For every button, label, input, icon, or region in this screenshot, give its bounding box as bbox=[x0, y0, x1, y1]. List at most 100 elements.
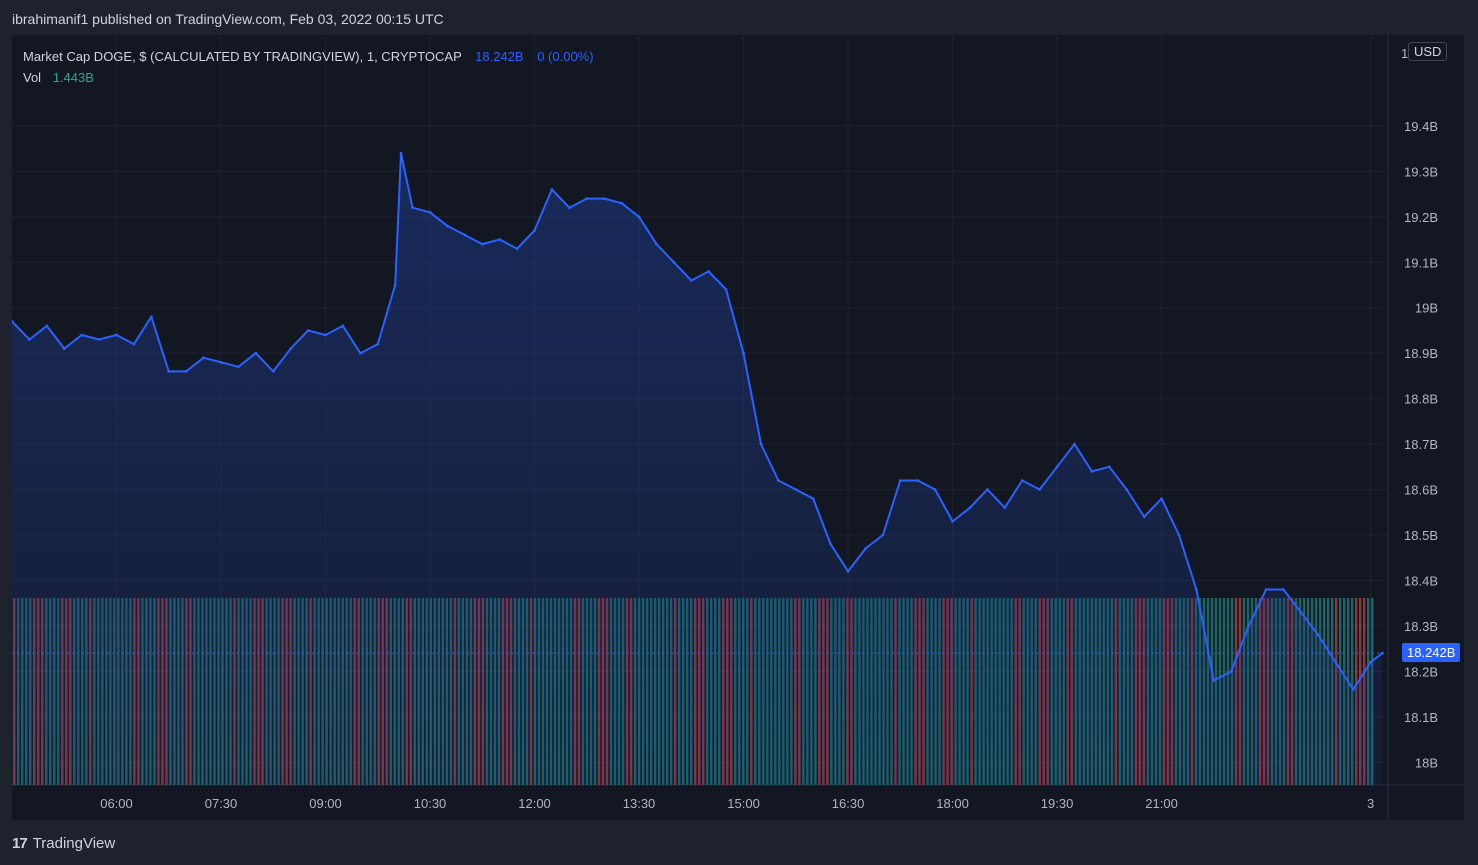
price-point bbox=[707, 270, 711, 273]
price-point bbox=[846, 570, 850, 573]
price-point bbox=[254, 351, 258, 355]
price-point bbox=[411, 206, 414, 210]
y-tick-label: 18.1B bbox=[1404, 710, 1438, 725]
price-point bbox=[115, 333, 118, 337]
price-point bbox=[620, 201, 623, 205]
price-point bbox=[986, 488, 989, 491]
y-tick-label: 19.4B bbox=[1404, 119, 1438, 134]
y-tick-label: 18.5B bbox=[1404, 528, 1438, 543]
price-area-fill bbox=[12, 153, 1383, 785]
price-point bbox=[463, 233, 467, 237]
price-point bbox=[1229, 670, 1233, 673]
price-point bbox=[271, 370, 275, 373]
price-point bbox=[376, 342, 380, 346]
price-point bbox=[933, 488, 937, 491]
price-point bbox=[602, 197, 606, 201]
price-point bbox=[97, 338, 101, 341]
y-tick-label: 18.8B bbox=[1404, 392, 1438, 407]
price-area bbox=[12, 151, 1388, 785]
x-tick-label: 3 bbox=[1367, 796, 1374, 811]
price-point bbox=[1090, 470, 1094, 473]
price-point bbox=[794, 488, 798, 491]
price-point bbox=[306, 329, 310, 332]
x-tick-label: 07:30 bbox=[205, 796, 238, 811]
price-point bbox=[1316, 633, 1320, 637]
price-point bbox=[1107, 465, 1111, 469]
price-point bbox=[45, 324, 49, 328]
price-point bbox=[1125, 488, 1129, 491]
price-point bbox=[829, 542, 832, 546]
publish-header: ibrahimanif1 published on TradingView.co… bbox=[12, 11, 444, 27]
volume-value: 1.443B bbox=[52, 70, 94, 85]
x-tick-label: 13:30 bbox=[623, 796, 656, 811]
x-tick-label: 16:30 bbox=[832, 796, 865, 811]
price-point bbox=[585, 197, 589, 201]
price-point bbox=[202, 356, 206, 360]
price-point bbox=[1177, 533, 1181, 537]
volume-label[interactable]: Vol bbox=[23, 70, 42, 85]
x-tick-label: 06:00 bbox=[100, 796, 133, 811]
price-point bbox=[149, 315, 153, 319]
price-point bbox=[359, 351, 362, 355]
price-point bbox=[62, 347, 66, 350]
x-tick-label: 18:00 bbox=[936, 796, 969, 811]
price-point bbox=[446, 224, 449, 228]
price-point bbox=[916, 479, 920, 482]
price-point bbox=[1264, 588, 1268, 591]
price-point bbox=[724, 288, 728, 291]
price-point bbox=[1334, 660, 1338, 664]
price-point bbox=[568, 206, 571, 210]
x-tick-label: 12:00 bbox=[518, 796, 551, 811]
price-point bbox=[637, 215, 641, 219]
brand-name: TradingView bbox=[32, 835, 116, 852]
price-point bbox=[1247, 624, 1251, 628]
y-tick-label: 18B bbox=[1415, 755, 1438, 770]
price-point bbox=[237, 365, 240, 369]
symbol-title[interactable]: Market Cap DOGE, $ (CALCULATED BY TRADIN… bbox=[23, 49, 462, 64]
price-point bbox=[1073, 442, 1076, 446]
last-price-label: 18.242B bbox=[1402, 643, 1461, 663]
change-value: 0 (0.00%) bbox=[537, 49, 594, 64]
time-axis: 06:00 07:30 09:00 10:30 12:00 13:30 15:00 16:30… bbox=[100, 796, 1374, 811]
currency-button[interactable]: USD bbox=[1408, 42, 1448, 61]
price-point bbox=[515, 247, 519, 251]
chart-canvas[interactable]: 19.4B 19.3B 19.2B 19.1B 19B 18.9B 18.8B 18.7B 18… bbox=[12, 35, 1464, 820]
price-point bbox=[428, 210, 432, 214]
price-point bbox=[399, 151, 403, 155]
price-point bbox=[167, 370, 171, 373]
price-point bbox=[1003, 506, 1007, 510]
price-axis: 19.4B 19.3B 19.2B 19.1B 19B 18.9B 18.8B 18.7B 18… bbox=[1404, 119, 1438, 770]
price-point bbox=[1351, 688, 1355, 691]
price-point bbox=[1160, 497, 1163, 500]
price-point bbox=[655, 242, 658, 246]
price-point bbox=[1282, 588, 1285, 591]
price-point bbox=[341, 324, 345, 328]
price-point bbox=[864, 547, 867, 550]
x-tick-label: 21:00 bbox=[1145, 796, 1178, 811]
y-tick-label: 18.6B bbox=[1404, 483, 1438, 498]
y-tick-label: 19.3B bbox=[1404, 164, 1438, 179]
price-point bbox=[951, 520, 954, 523]
price-point bbox=[1299, 610, 1303, 614]
price-point bbox=[1369, 660, 1372, 664]
y-tick-label: 19.2B bbox=[1404, 210, 1438, 225]
footer-brand[interactable]: 17 TradingView bbox=[12, 835, 115, 852]
chart-legend: Market Cap DOGE, $ (CALCULATED BY TRADIN… bbox=[23, 46, 594, 88]
price-point bbox=[184, 370, 188, 373]
y-tick-label: 18.3B bbox=[1404, 619, 1438, 634]
x-tick-label: 10:30 bbox=[414, 796, 447, 811]
price-point bbox=[12, 320, 14, 323]
chart-pane[interactable]: 19.4B 19.3B 19.2B 19.1B 19B 18.9B 18.8B 18.7B 18… bbox=[12, 35, 1464, 820]
x-tick-label: 19:30 bbox=[1041, 796, 1074, 811]
price-point bbox=[811, 497, 815, 500]
price-point bbox=[898, 479, 902, 482]
y-tick-label: 19B bbox=[1415, 301, 1438, 316]
x-tick-label: 15:00 bbox=[727, 796, 760, 811]
price-point bbox=[689, 279, 693, 282]
y-tick-label: 18.4B bbox=[1404, 573, 1438, 588]
price-point bbox=[498, 238, 502, 241]
price-point bbox=[672, 260, 676, 264]
price-point bbox=[742, 351, 745, 355]
price-point bbox=[1212, 679, 1216, 682]
price-point bbox=[1055, 465, 1059, 469]
